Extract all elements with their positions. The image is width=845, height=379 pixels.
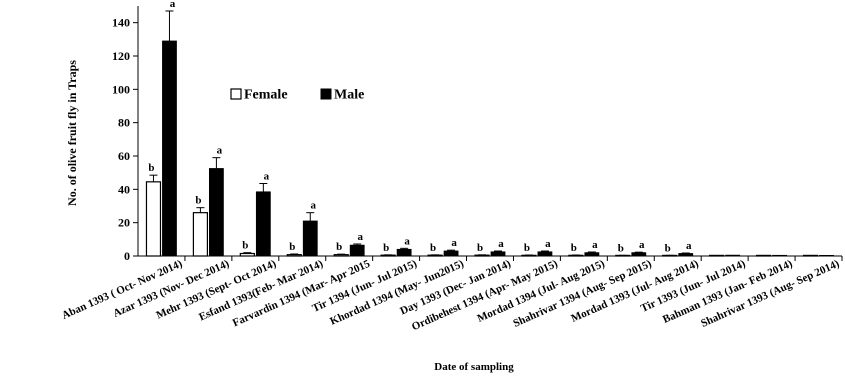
significance-label: b [242,240,248,252]
legend-female-swatch [230,88,242,100]
female-bar [802,254,819,257]
significance-label: a [311,200,317,212]
significance-label: a [170,0,176,10]
significance-label: a [404,235,410,247]
female-bar [709,254,725,257]
significance-label: a [357,231,363,243]
y-tick-label: 0 [124,249,130,263]
y-tick-label: 120 [112,49,130,63]
x-axis-title: Date of sampling [434,361,514,373]
y-tick-label: 40 [118,182,130,196]
male-bar [349,244,365,257]
significance-label: a [264,171,270,183]
male-bar [772,254,787,257]
significance-label: b [383,242,389,254]
male-bar [162,40,177,257]
significance-label: a [592,239,598,251]
legend: Female Male [230,88,364,103]
significance-label: a [639,239,645,251]
y-tick-label: 80 [118,116,130,130]
bars [145,10,834,257]
significance-label: b [430,242,436,254]
significance-label: b [571,242,577,254]
y-tick-label: 140 [112,16,130,30]
female-bar [755,254,772,257]
female-bar [286,254,302,257]
male-bar [819,254,834,257]
significance-label: a [217,145,223,157]
male-bar [490,251,506,257]
female-bar [145,181,162,257]
y-tick-label: 20 [118,216,130,230]
male-bar [396,248,412,257]
male-bar [537,251,553,257]
male-bar [208,168,224,257]
female-bar [333,254,349,257]
male-bar [631,252,647,257]
axes [133,6,843,261]
significance-label: b [665,242,671,254]
significance-label: a [498,238,504,250]
significance-label: a [686,240,692,252]
legend-male-label: Male [334,88,364,103]
significance-label: b [477,242,483,254]
significance-label: a [451,237,457,249]
significance-label: b [148,162,154,174]
legend-female-label: Female [244,88,288,103]
male-bar [584,252,600,257]
legend-male-swatch [320,88,332,100]
significance-label: b [336,241,342,253]
significance-label: b [618,242,624,254]
male-bar [255,191,271,257]
significance-label: b [195,195,201,207]
y-tick-label: 100 [112,82,130,96]
y-axis-title: No. of olive fruit fly in Traps [65,60,79,206]
y-tick-label: 60 [118,149,130,163]
significance-label: b [524,242,530,254]
female-bar [239,252,255,257]
significance-label: b [289,241,295,253]
male-bar [302,220,318,257]
male-bar [725,254,741,257]
male-bar [443,250,459,257]
female-bar [192,212,208,257]
significance-label: a [545,238,551,250]
male-bar [678,253,694,257]
